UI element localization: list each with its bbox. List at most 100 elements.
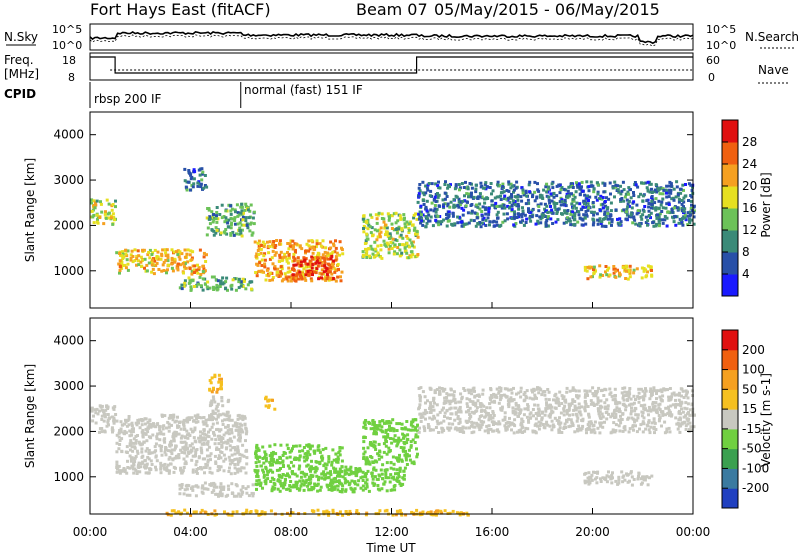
echo-cell — [159, 467, 163, 471]
echo-cell — [510, 422, 514, 426]
echo-cell — [590, 478, 594, 482]
echo-cell — [154, 425, 158, 429]
echo-cell — [202, 422, 206, 426]
echo-cell — [233, 446, 236, 449]
echo-cell — [493, 203, 497, 207]
echo-cell — [661, 206, 665, 210]
echo-cell — [245, 223, 249, 227]
echo-cell — [448, 185, 451, 189]
echo-cell — [617, 475, 621, 479]
echo-cell — [158, 444, 162, 448]
echo-cell — [598, 217, 602, 221]
echo-cell — [598, 264, 602, 268]
echo-cell — [401, 236, 405, 240]
echo-cell — [554, 208, 558, 212]
nsky-tick-high: 10^5 — [52, 23, 82, 36]
echo-cell — [234, 210, 237, 214]
echo-cell — [283, 481, 287, 484]
echo-cell — [238, 422, 242, 426]
echo-cell — [607, 475, 611, 479]
echo-cell — [305, 478, 309, 482]
echo-cell — [453, 418, 457, 422]
echo-cell — [470, 420, 474, 424]
echo-cell — [266, 477, 270, 481]
echo-cell — [421, 510, 425, 514]
echo-cell — [205, 253, 208, 257]
echo-cell — [606, 212, 610, 216]
echo-cell — [325, 277, 329, 281]
echo-cell — [387, 420, 391, 423]
echo-cell — [283, 252, 287, 256]
echo-cell — [657, 213, 661, 217]
echo-cell — [334, 246, 338, 250]
echo-cell — [484, 414, 488, 418]
echo-cell — [604, 215, 608, 219]
echo-cell — [575, 414, 579, 418]
echo-cell — [668, 211, 672, 215]
echo-cell — [415, 447, 418, 451]
echo-cell — [412, 462, 416, 466]
echo-cell — [527, 183, 531, 187]
echo-cell — [172, 413, 176, 417]
echo-cell — [585, 391, 589, 394]
echo-cell — [90, 198, 94, 202]
echo-cell — [129, 439, 133, 443]
echo-cell — [199, 448, 203, 452]
echo-cell — [433, 207, 437, 211]
echo-cell — [667, 395, 671, 399]
echo-cell — [309, 477, 313, 481]
echo-cell — [682, 196, 686, 200]
echo-cell — [596, 183, 600, 187]
echo-cell — [193, 271, 196, 274]
echo-cell — [535, 387, 539, 391]
echo-cell — [519, 408, 523, 412]
echo-cell — [689, 199, 693, 203]
echo-cell — [476, 222, 480, 225]
freq-tick-high: 18 — [62, 54, 76, 67]
echo-cell — [399, 217, 403, 221]
echo-cell — [479, 425, 483, 429]
echo-cell — [191, 485, 195, 489]
echo-cell — [605, 398, 609, 402]
echo-cell — [644, 389, 648, 393]
echo-cell — [663, 388, 667, 392]
echo-cell — [545, 204, 549, 208]
echo-cell — [341, 484, 345, 488]
echo-cell — [639, 423, 643, 427]
echo-cell — [392, 429, 396, 433]
echo-cell — [257, 239, 261, 243]
echo-cell — [536, 403, 540, 407]
echo-cell — [429, 402, 433, 406]
echo-cell — [304, 262, 308, 266]
echo-cell — [212, 233, 216, 237]
echo-cell — [524, 202, 528, 206]
echo-cell — [238, 416, 242, 420]
echo-cell — [496, 180, 500, 184]
echo-cell — [197, 436, 201, 440]
echo-cell — [456, 415, 460, 418]
echo-cell — [308, 482, 312, 486]
echo-cell — [378, 474, 382, 478]
echo-cell — [188, 280, 192, 284]
echo-cell — [598, 208, 602, 212]
echo-cell — [462, 208, 466, 212]
echo-cell — [616, 268, 619, 272]
echo-cell — [336, 455, 340, 459]
echo-cell — [562, 187, 566, 191]
echo-cell — [551, 186, 555, 190]
echo-cell — [655, 222, 658, 226]
echo-cell — [179, 466, 183, 470]
echo-cell — [629, 215, 633, 219]
echo-cell — [414, 232, 417, 236]
echo-cell — [458, 420, 462, 424]
echo-cell — [364, 487, 368, 491]
echo-cell — [618, 271, 621, 275]
echo-cell — [688, 428, 691, 432]
echo-cell — [115, 450, 119, 454]
echo-cell — [684, 428, 688, 431]
echo-cell — [278, 242, 281, 246]
echo-cell — [614, 185, 618, 189]
echo-cell — [212, 398, 216, 402]
echo-cell — [583, 389, 587, 393]
echo-cell — [482, 216, 486, 220]
